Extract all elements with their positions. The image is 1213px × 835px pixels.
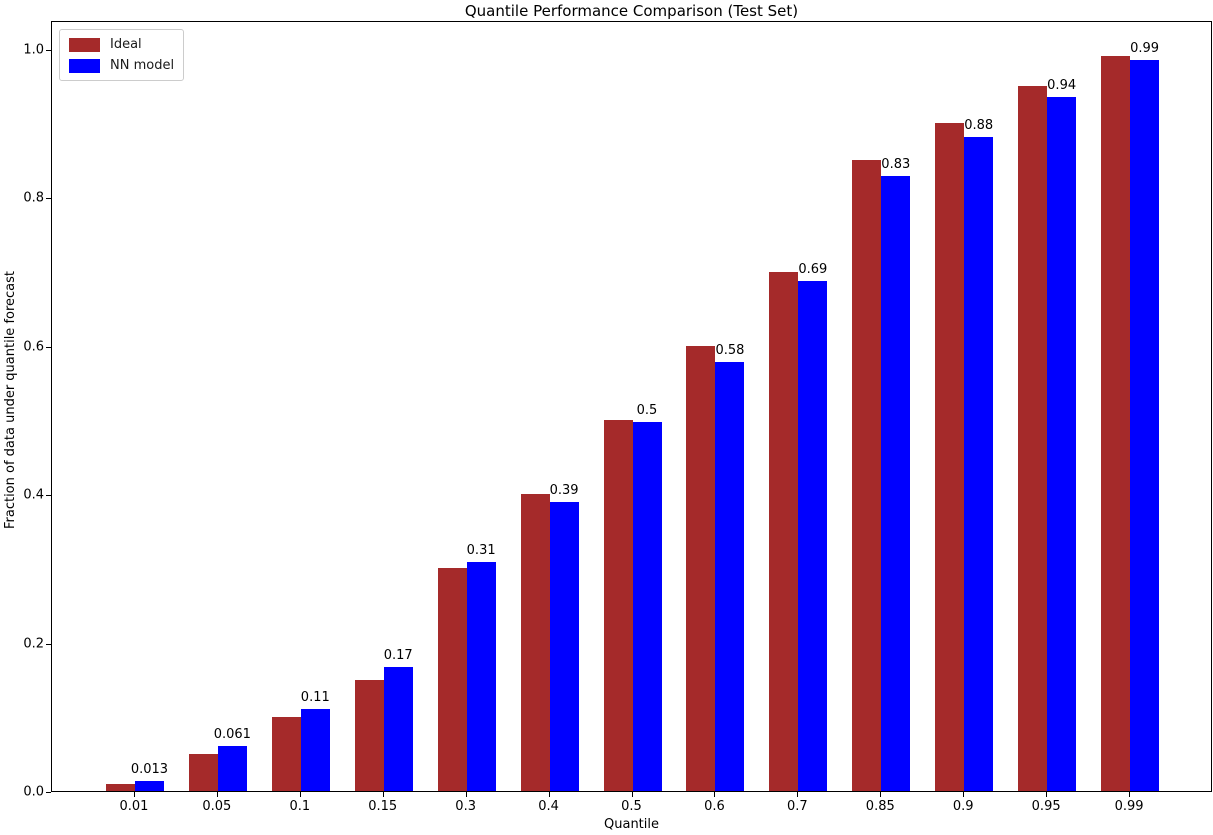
ideal-bar [1101,56,1131,791]
ideal-bar [686,345,716,791]
x-tick-label: 0.1 [289,799,311,814]
x-tick-label: 0.6 [704,799,725,814]
chart-title: Quantile Performance Comparison (Test Se… [464,2,799,20]
nn-model-bar [881,175,911,791]
ideal-bar [1018,86,1048,791]
x-tick-label: 0.4 [538,799,559,814]
y-tick-label: 1.0 [23,42,44,58]
ideal-bar [437,568,467,791]
bar-value-label: 0.17 [383,648,413,664]
legend-label: Ideal [110,37,142,52]
nn-model-bar [134,781,164,791]
ideal-bar [769,271,799,791]
x-tick-label: 0.3 [455,799,476,814]
nn-model-bar [383,667,413,791]
bar-value-label: 0.061 [213,726,251,742]
nn-model-bar [798,281,828,791]
ideal-bar [603,420,633,791]
bar-value-label: 0.83 [881,156,911,172]
x-tick [465,792,467,797]
bar-value-label: 0.11 [300,690,330,706]
x-tick [299,792,301,797]
nn-model-bar [715,362,745,791]
nn-model-bar [632,422,662,791]
legend-item: NN model [69,58,174,73]
bar-value-label: 0.5 [636,403,658,419]
bar-value-label: 0.99 [1130,41,1160,57]
y-tick-label: 0.6 [23,339,44,355]
bar-value-label: 0.58 [715,343,745,359]
x-tick-label: 0.9 [952,799,974,814]
nn-model-bar [549,501,579,791]
nn-model-bar [1130,60,1160,791]
ideal-bar [935,123,965,791]
nn-model-bar [466,561,496,791]
x-tick-label: 0.01 [119,799,149,814]
y-tick [46,792,51,793]
bar-value-label: 0.013 [130,762,169,778]
bar-value-label: 0.31 [466,542,496,558]
y-tick [46,49,51,51]
y-tick-label: 0.8 [23,190,44,206]
x-tick-label: 0.95 [1031,799,1061,814]
x-axis-label: Quantile [604,817,659,832]
x-tick-label: 0.05 [202,799,232,814]
legend-swatch-nn-model [69,58,100,73]
ideal-bar [105,783,135,791]
bar-value-label: 0.88 [964,118,994,134]
y-tick [46,346,51,348]
x-tick [133,792,135,797]
bar-value-label: 0.94 [1047,78,1077,94]
y-tick-label: 0.0 [23,784,44,800]
y-tick [46,495,51,497]
y-tick [46,643,51,645]
x-tick [797,792,799,797]
ideal-bar [188,753,218,791]
x-tick-label: 0.7 [787,799,808,814]
y-tick [46,198,51,200]
legend-item: Ideal [69,37,174,52]
x-tick-label: 0.15 [368,799,398,814]
x-tick [1046,792,1048,797]
nn-model-bar [964,137,994,791]
x-tick [880,792,882,797]
y-tick-label: 0.2 [23,636,44,652]
x-tick [382,792,384,797]
y-tick-label: 0.4 [23,487,44,503]
legend: Ideal NN model [59,29,185,81]
x-tick-label: 0.85 [865,799,895,814]
legend-swatch-ideal [69,37,100,52]
ideal-bar [271,716,301,791]
x-tick [714,792,716,797]
nn-model-bar [300,709,330,791]
plot-area: Ideal NN model 0.013 0.061 0.11 0.17 0.31 0.39… [51,21,1212,792]
x-tick [548,792,550,797]
bar-value-label: 0.69 [798,262,828,278]
x-tick [631,792,633,797]
x-tick [963,792,965,797]
x-tick-label: 0.5 [621,799,642,814]
nn-model-bar [217,745,247,791]
bar-value-label: 0.39 [549,482,579,498]
x-tick [216,792,218,797]
x-tick [1129,792,1131,797]
legend-label: NN model [110,58,175,73]
nn-model-bar [1047,97,1077,791]
x-tick-label: 0.99 [1114,799,1144,814]
ideal-bar [852,160,882,791]
ideal-bar [354,679,384,791]
ideal-bar [520,494,550,791]
